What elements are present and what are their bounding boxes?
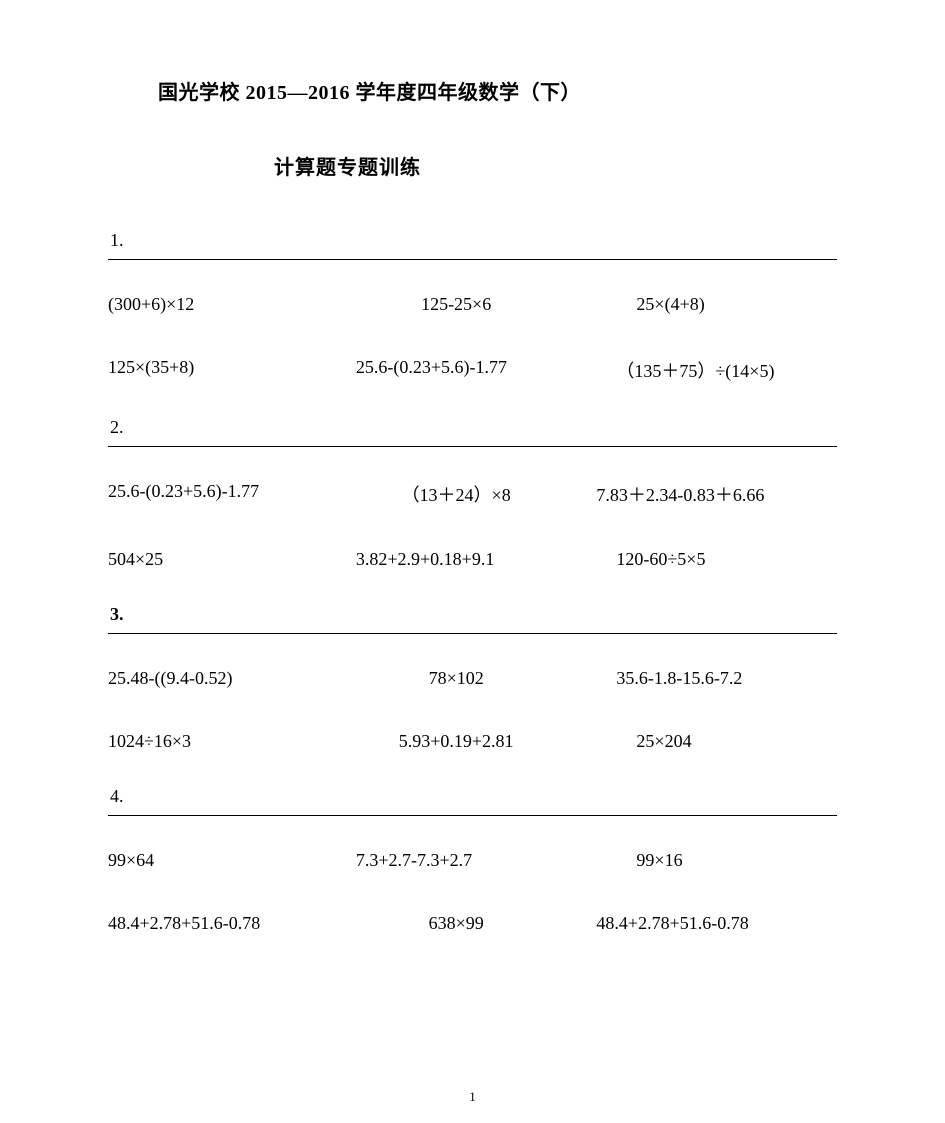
problem-cell: 25.48-((9.4-0.52) [108, 668, 356, 689]
problem-cell: 7.3+2.7-7.3+2.7 [356, 850, 597, 871]
worksheet-title-sub: 计算题专题训练 [274, 151, 837, 180]
problem-cell: 99×64 [108, 850, 356, 871]
section-divider [108, 633, 837, 634]
sections-container: 1.(300+6)×12125-25×625×(4+8)125×(35+8)25… [108, 230, 837, 934]
problem-cell: 3.82+2.9+0.18+9.1 [356, 549, 597, 570]
problem-cell: 48.4+2.78+51.6-0.78 [596, 913, 837, 934]
worksheet-title-main: 国光学校 2015—2016 学年度四年级数学（下） [158, 76, 837, 105]
problem-cell: 25.6-(0.23+5.6)-1.77 [108, 481, 356, 507]
problem-cell: 638×99 [356, 913, 597, 934]
problem-cell: 125-25×6 [356, 294, 597, 315]
problem-cell: 125×(35+8) [108, 357, 356, 383]
section-divider [108, 446, 837, 447]
problem-cell: 25×204 [596, 731, 837, 752]
problem-cell: 35.6-1.8-15.6-7.2 [596, 668, 837, 689]
problem-cell: 99×16 [596, 850, 837, 871]
problem-cell: 25.6-(0.23+5.6)-1.77 [356, 357, 597, 383]
problem-row: 125×(35+8)25.6-(0.23+5.6)-1.77（135＋75）÷(… [108, 357, 837, 383]
problem-row: 99×647.3+2.7-7.3+2.799×16 [108, 850, 837, 871]
problem-row: 504×253.82+2.9+0.18+9.1120-60÷5×5 [108, 549, 837, 570]
problem-row: (300+6)×12125-25×625×(4+8) [108, 294, 837, 315]
section-divider [108, 259, 837, 260]
problem-cell: 1024÷16×3 [108, 731, 356, 752]
problem-cell: (300+6)×12 [108, 294, 356, 315]
section-number: 1. [108, 230, 837, 251]
problem-cell: 78×102 [356, 668, 597, 689]
problem-cell: 5.93+0.19+2.81 [356, 731, 597, 752]
page-number: 1 [0, 1089, 945, 1105]
problem-cell: 48.4+2.78+51.6-0.78 [108, 913, 356, 934]
section-number: 3. [108, 604, 837, 625]
section-divider [108, 815, 837, 816]
problem-cell: 504×25 [108, 549, 356, 570]
problem-cell: （13＋24）×8 [356, 481, 597, 507]
problem-row: 48.4+2.78+51.6-0.78638×9948.4+2.78+51.6-… [108, 913, 837, 934]
section-number: 2. [108, 417, 837, 438]
problem-cell: 7.83＋2.34-0.83＋6.66 [596, 481, 837, 507]
section-number: 4. [108, 786, 837, 807]
problem-row: 1024÷16×35.93+0.19+2.8125×204 [108, 731, 837, 752]
problem-cell: 25×(4+8) [596, 294, 837, 315]
problem-cell: 120-60÷5×5 [596, 549, 837, 570]
problem-row: 25.48-((9.4-0.52)78×10235.6-1.8-15.6-7.2 [108, 668, 837, 689]
problem-cell: （135＋75）÷(14×5) [596, 357, 837, 383]
problem-row: 25.6-(0.23+5.6)-1.77（13＋24）×87.83＋2.34-0… [108, 481, 837, 507]
